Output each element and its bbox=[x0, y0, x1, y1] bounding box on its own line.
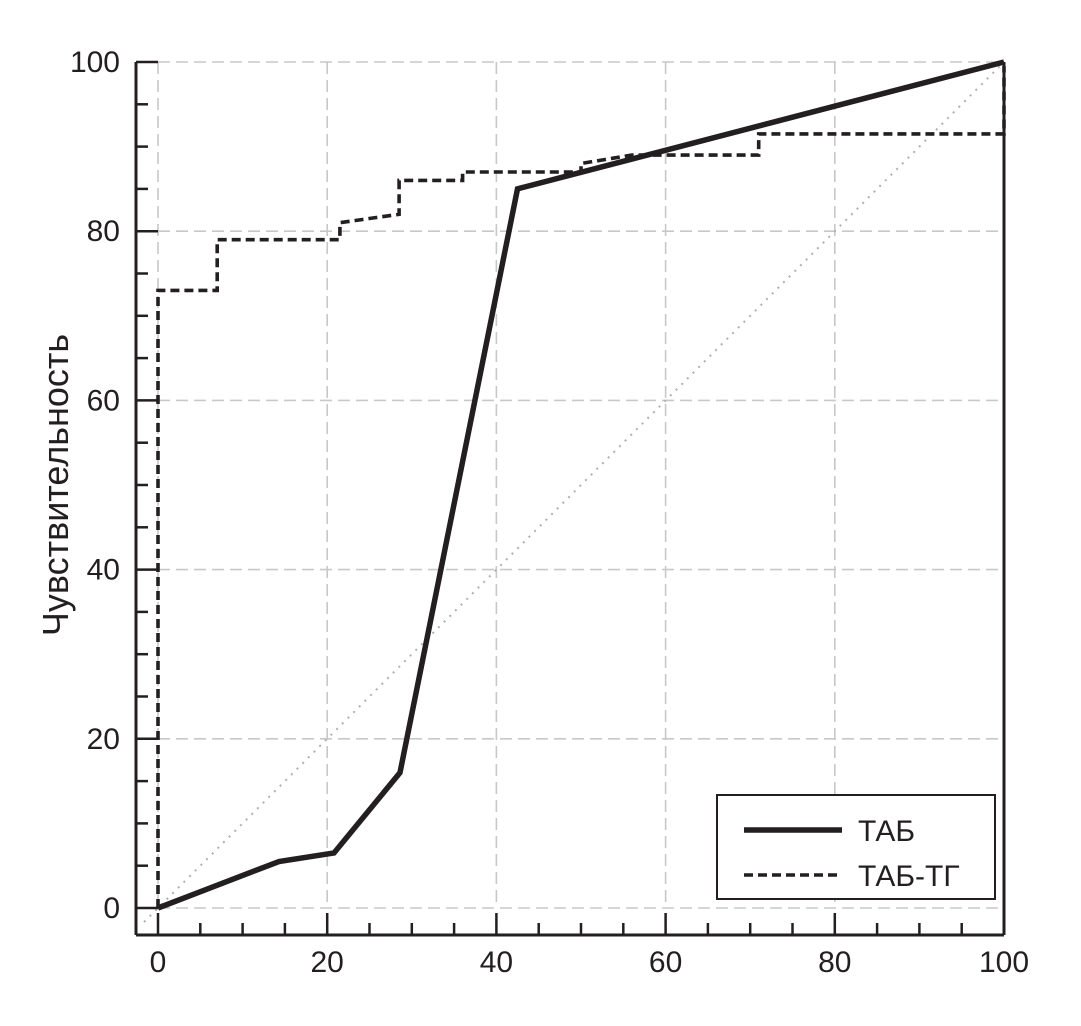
x-tick-label: 80 bbox=[818, 946, 851, 979]
x-tick-label: 100 bbox=[979, 946, 1029, 979]
y-tick-label: 40 bbox=[87, 554, 120, 587]
legend-box bbox=[716, 794, 996, 900]
x-tick-label: 0 bbox=[150, 946, 167, 979]
legend-label-tab-tg: ТАБ-ТГ bbox=[858, 860, 960, 893]
y-axis-ticks: 0 20 40 60 80 100 bbox=[70, 46, 158, 925]
y-tick-label: 80 bbox=[87, 215, 120, 248]
legend: ТАБ ТАБ-ТГ bbox=[716, 794, 996, 900]
reference-diagonal bbox=[143, 61, 1005, 923]
y-tick-label: 100 bbox=[70, 46, 120, 79]
x-axis-ticks: 0 20 40 60 80 100 bbox=[150, 913, 1029, 979]
series-line-tab bbox=[157, 59, 1005, 911]
x-tick-label: 40 bbox=[480, 946, 513, 979]
x-tick-label: 60 bbox=[649, 946, 682, 979]
y-tick-label: 60 bbox=[87, 384, 120, 417]
grid bbox=[157, 61, 1005, 909]
series-group bbox=[156, 59, 1006, 911]
y-axis-label: Чувствительность bbox=[35, 334, 76, 636]
axes bbox=[134, 62, 1006, 937]
y-tick-label: 20 bbox=[87, 723, 120, 756]
y-tick-label: 0 bbox=[103, 892, 120, 925]
legend-label-tab: ТАБ bbox=[858, 815, 915, 848]
series-line-tab-tg bbox=[156, 66, 1006, 908]
x-tick-label: 20 bbox=[311, 946, 344, 979]
